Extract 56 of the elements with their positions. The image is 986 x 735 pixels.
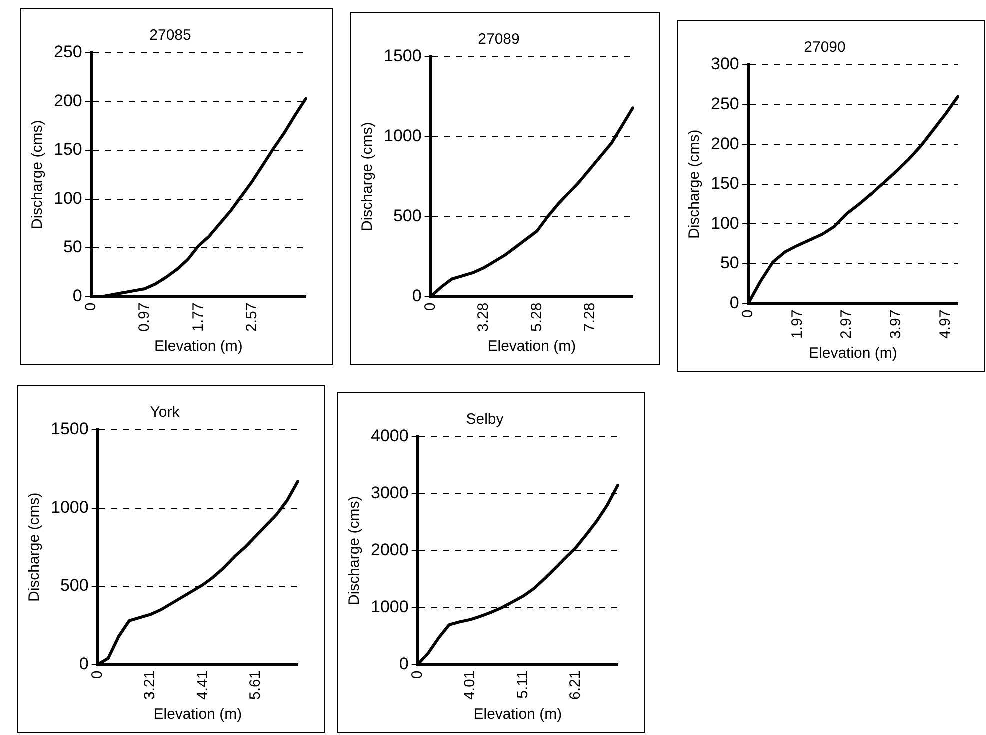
x-axis-title: Elevation (m) xyxy=(154,338,243,356)
y-tick-label: 4000 xyxy=(370,426,409,446)
y-axis-title: Discharge (cms) xyxy=(686,130,704,239)
y-tick-label: 1000 xyxy=(384,126,422,146)
y-tick-label: 200 xyxy=(54,91,82,110)
x-tick-label: 0 xyxy=(740,310,757,318)
y-tick-label: 1000 xyxy=(50,498,89,517)
y-tick-label: 300 xyxy=(710,54,740,74)
chart-title: 27090 xyxy=(804,39,846,56)
y-tick-label: 50 xyxy=(63,238,82,257)
x-tick-label: 1.97 xyxy=(788,310,806,340)
x-tick-label: 0.97 xyxy=(136,302,154,332)
x-tick-label: 0 xyxy=(82,302,100,312)
y-tick-label: 150 xyxy=(54,140,82,160)
x-tick-label: 4.01 xyxy=(462,670,479,700)
y-tick-label: 150 xyxy=(710,174,740,194)
chart-title: York xyxy=(150,404,180,422)
x-tick-label: 6.21 xyxy=(566,670,584,700)
x-axis-title: Elevation (m) xyxy=(154,706,242,724)
y-tick-label: 3000 xyxy=(370,484,409,503)
y-tick-label: 2000 xyxy=(370,540,409,560)
y-tick-label: 200 xyxy=(710,134,740,154)
x-axis-title: Elevation (m) xyxy=(474,706,562,724)
x-tick-label: 7.28 xyxy=(582,302,599,332)
chart-title: 27085 xyxy=(150,27,192,44)
chart-title: 27089 xyxy=(478,31,520,48)
chart-title: Selby xyxy=(466,411,504,428)
y-tick-label: 50 xyxy=(720,254,740,273)
x-tick-label: 5.28 xyxy=(528,302,546,332)
x-tick-label: 2.57 xyxy=(243,302,260,332)
y-tick-label: 500 xyxy=(60,576,89,596)
y-tick-label: 1000 xyxy=(370,598,409,617)
y-axis-title: Discharge (cms) xyxy=(26,492,44,602)
y-tick-label: 250 xyxy=(710,94,740,114)
x-tick-label: 0 xyxy=(88,670,106,680)
y-axis-title: Discharge (cms) xyxy=(346,496,364,606)
x-axis-title: Elevation (m) xyxy=(809,345,898,362)
y-tick-label: 1500 xyxy=(384,46,422,66)
x-tick-label: 0 xyxy=(422,302,439,312)
x-tick-label: 3.28 xyxy=(475,302,492,332)
x-tick-label: 5.61 xyxy=(246,670,264,700)
y-tick-label: 250 xyxy=(54,42,82,62)
x-tick-label: 4.41 xyxy=(194,670,212,700)
x-tick-label: 5.11 xyxy=(514,670,532,699)
y-tick-label: 100 xyxy=(54,188,82,208)
y-tick-label: 500 xyxy=(393,206,422,226)
x-tick-label: 3.21 xyxy=(142,670,159,700)
x-tick-label: 1.77 xyxy=(190,302,207,332)
x-tick-label: 2.97 xyxy=(838,310,856,340)
x-axis-title: Elevation (m) xyxy=(488,338,576,356)
y-axis-title: Discharge (cms) xyxy=(359,122,376,232)
y-tick-label: 100 xyxy=(710,214,740,233)
x-tick-label: 3.97 xyxy=(887,310,904,340)
x-tick-label: 4.97 xyxy=(936,310,954,340)
y-axis-title: Discharge (cms) xyxy=(29,120,46,230)
y-tick-label: 1500 xyxy=(50,420,89,439)
